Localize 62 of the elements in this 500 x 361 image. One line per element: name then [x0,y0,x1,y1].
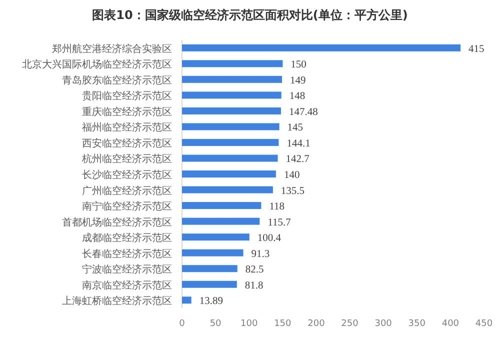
y-tick-label: 重庆临空经济示范区 [82,106,172,118]
data-label: 91.3 [251,248,270,260]
x-tick-label: 400 [442,319,460,329]
x-tick-label: 250 [341,319,359,329]
y-tick-label: 杭州临空经济示范区 [81,153,172,166]
y-tick-label: 成都临空经济示范区 [82,232,172,244]
y-tick-label: 长春临空经济示范区 [82,248,172,260]
data-label: 145 [287,122,304,134]
data-label: 100.4 [257,233,282,244]
data-label: 81.8 [244,280,264,292]
data-label: 147.48 [288,106,318,118]
x-tick-label: 350 [408,319,426,329]
bar [182,123,280,130]
y-tick-label: 贵阳临空经济示范区 [82,90,172,102]
x-tick-label: 150 [274,319,292,329]
y-tick-label: 首都机场临空经济示范区 [62,216,172,228]
chart-title: 图表10：国家级临空经济示范区面积对比(单位：平方公里) [92,8,408,22]
data-label: 148 [289,91,306,102]
bar [182,202,262,210]
bar [182,154,278,162]
data-label: 118 [269,202,285,213]
x-tick-label: 300 [374,319,392,329]
y-tick-label: 青岛胶东临空经济示范区 [62,74,172,86]
x-tick-label: 0 [179,319,186,329]
bar [182,76,282,83]
y-tick-label: 北京大兴国际机场临空经济示范区 [22,58,172,71]
data-label: 140 [284,170,300,181]
data-label: 82.5 [245,264,264,276]
x-tick-label: 450 [475,319,493,329]
x-tick-label: 100 [240,319,258,329]
data-label: 149 [290,75,306,86]
bar [182,265,238,272]
bar [182,280,237,288]
bar [182,186,273,194]
data-label: 415 [468,44,484,55]
bar [182,234,250,241]
data-label: 13.89 [199,296,223,308]
bar [182,170,276,178]
bar [182,92,282,99]
bar [182,107,281,114]
bar [182,296,192,304]
bar [182,44,461,52]
y-tick-label: 南宁临空经济示范区 [82,200,172,213]
y-tick-label: 郑州航空港经济综合实验区 [52,42,172,55]
bar [182,60,283,68]
y-tick-label: 宁波临空经济示范区 [82,264,172,276]
data-label: 150 [290,60,306,71]
data-label: 144.1 [286,138,310,150]
bar [182,218,260,225]
y-tick-label: 上海虹桥临空经济示范区 [62,295,172,308]
y-tick-label: 广州临空经济示范区 [82,184,172,197]
x-tick-label: 200 [308,319,326,329]
y-tick-label: 西安临空经济示范区 [82,137,172,150]
bar [182,138,279,146]
y-tick-label: 福州临空经济示范区 [82,122,172,134]
data-label: 142.7 [286,154,310,166]
x-tick-label: 50 [210,319,222,329]
data-label: 135.5 [280,186,305,197]
y-tick-label: 南京临空经济示范区 [82,279,172,292]
data-label: 115.7 [268,217,291,228]
bar [182,249,244,256]
y-tick-label: 长沙临空经济示范区 [82,169,172,181]
